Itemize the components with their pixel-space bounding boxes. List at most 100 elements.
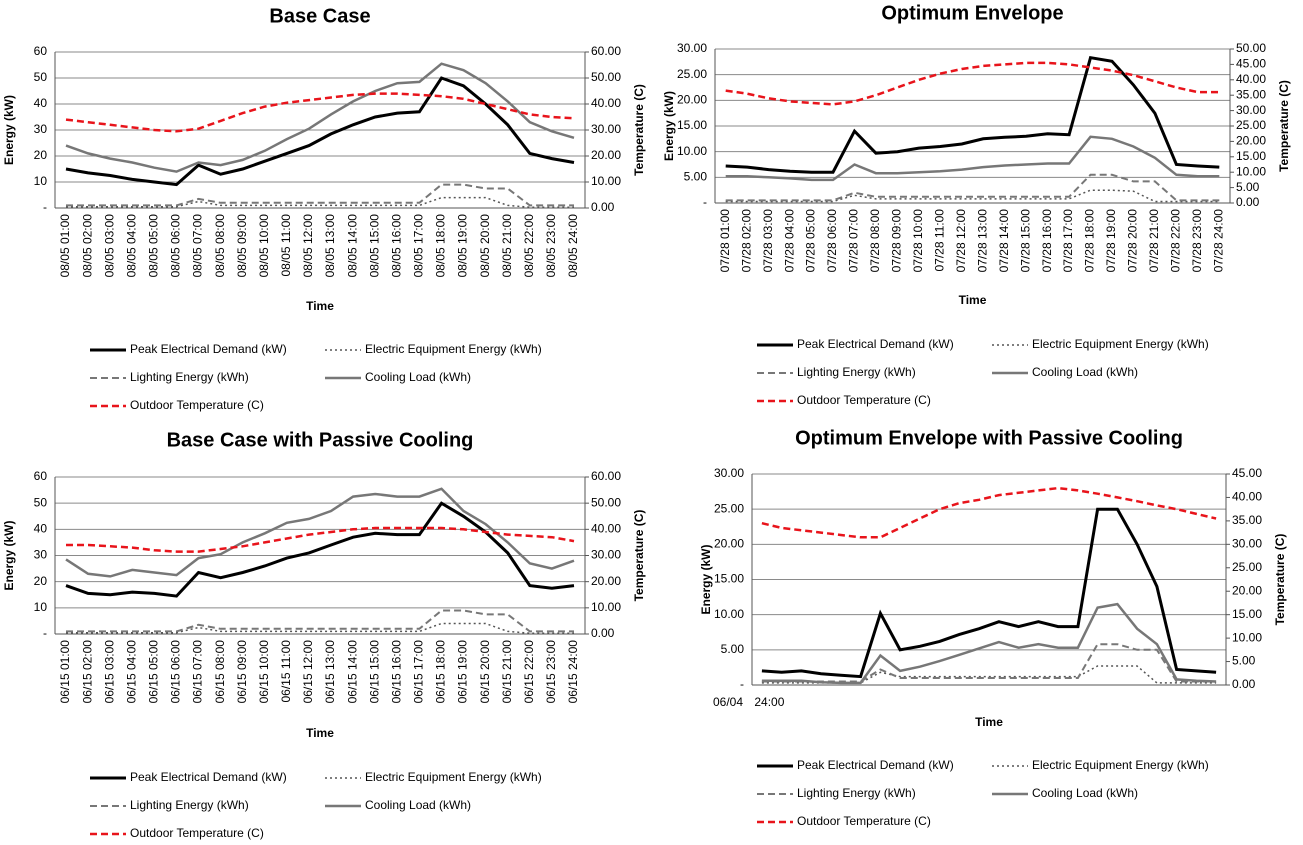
y-axis-title: Energy (kW) — [2, 95, 16, 165]
series-line — [725, 61, 1220, 106]
x-tick-label: 08/05 05:00 — [147, 214, 161, 278]
y2-tick-label: 0.00 — [1232, 677, 1256, 691]
x-tick-label: 08/05 08:00 — [213, 214, 227, 278]
x-tick-label: 08/05 14:00 — [345, 214, 359, 278]
x-tick-label: 07/28 03:00 — [761, 209, 775, 273]
x-tick-label: 07/28 04:00 — [782, 209, 796, 273]
y-tick-label: 40 — [34, 96, 48, 110]
y2-tick-label: 5.00 — [1236, 180, 1260, 194]
x-tick-label: 07/28 02:00 — [739, 209, 753, 273]
y2-tick-label: 20.00 — [1236, 134, 1266, 148]
x-tick-label: 06/15 03:00 — [102, 640, 116, 704]
y-tick-label: 15.00 — [677, 118, 707, 132]
x-tick-label: 08/05 23:00 — [544, 214, 558, 278]
y-tick-label: 20.00 — [714, 537, 744, 551]
y2-tick-label: 15.00 — [1232, 607, 1262, 621]
x-tick-label: 06/15 04:00 — [124, 640, 138, 704]
series-line — [66, 196, 574, 208]
x-tick-label: 07/28 20:00 — [1126, 209, 1140, 273]
x-tick-label: 07/28 16:00 — [1040, 209, 1054, 273]
series-line — [66, 609, 574, 633]
y-tick-label: 10.00 — [677, 144, 707, 158]
x-tick-label: 08/05 15:00 — [367, 214, 381, 278]
y-tick-label: 15.00 — [714, 572, 744, 586]
y-tick-label: - — [43, 626, 47, 640]
y-axis-title: Energy (kW) — [2, 520, 16, 590]
x-tick-label: 06/15 02:00 — [80, 640, 94, 704]
y2-tick-label: 10.00 — [1232, 630, 1262, 644]
y-tick-label: 30.00 — [677, 41, 707, 55]
legend-label: Outdoor Temperature (C) — [797, 393, 931, 407]
x-tick-label: 07/28 24:00 — [1211, 209, 1225, 273]
x-tick-label: 08/05 09:00 — [235, 214, 249, 278]
chart-title: Optimum Envelope with Passive Cooling — [795, 427, 1183, 449]
series-line — [65, 76, 575, 187]
y2-tick-label: 60.00 — [591, 44, 621, 58]
legend-label: Cooling Load (kWh) — [1032, 365, 1138, 379]
x-axis-title: Time — [975, 715, 1003, 729]
y2-tick-label: 20.00 — [591, 148, 621, 162]
y2-tick-label: 30.00 — [591, 122, 621, 136]
x-axis-title: Time — [959, 293, 987, 307]
x-tick-label: 07/28 10:00 — [911, 209, 925, 273]
x-tick-label: 06/15 18:00 — [434, 640, 448, 704]
series-line — [65, 62, 575, 173]
y2-tick-label: 10.00 — [591, 174, 621, 188]
x-tick-label: 07/28 11:00 — [932, 209, 946, 272]
x-tick-label: 08/05 02:00 — [80, 214, 94, 278]
x-tick-label: 08/05 18:00 — [434, 214, 448, 278]
x-tick-label: 08/05 19:00 — [456, 214, 470, 278]
y-tick-label: 60 — [34, 469, 48, 483]
x-tick-label: 06/15 17:00 — [412, 640, 426, 704]
x-tick-label: 06/15 08:00 — [213, 640, 227, 704]
legend-label: Cooling Load (kWh) — [365, 370, 471, 384]
x-tick-label: 06/15 10:00 — [257, 640, 271, 704]
y-tick-label: 60 — [34, 44, 48, 58]
legend-label: Electric Equipment Energy (kWh) — [365, 770, 542, 784]
series-line — [66, 622, 574, 634]
series-line — [66, 183, 574, 207]
chart-title: Base Case — [269, 5, 370, 27]
y2-axis-title: Temperature (C) — [632, 84, 646, 176]
y2-tick-label: 30.00 — [1236, 103, 1266, 117]
x-tick-label: 07/28 15:00 — [1018, 209, 1032, 273]
legend-label: Lighting Energy (kWh) — [797, 786, 916, 800]
y2-tick-label: 35.00 — [1236, 87, 1266, 101]
x-tick-label: 08/05 07:00 — [191, 214, 205, 278]
y-tick-label: 5.00 — [721, 642, 745, 656]
legend-label: Peak Electrical Demand (kW) — [130, 770, 287, 784]
x-tick-label: 08/05 04:00 — [124, 214, 138, 278]
y2-tick-label: 0.00 — [591, 626, 615, 640]
series-line — [761, 602, 1217, 685]
y2-tick-label: 35.00 — [1232, 513, 1262, 527]
y-tick-label: 40 — [34, 522, 48, 536]
y2-axis-title: Temperature (C) — [1277, 80, 1291, 172]
y2-tick-label: 45.00 — [1236, 57, 1266, 71]
legend-label: Cooling Load (kWh) — [365, 798, 471, 812]
x-tick-label: 06/15 12:00 — [301, 640, 315, 704]
legend-label: Lighting Energy (kWh) — [797, 365, 916, 379]
y2-tick-label: 40.00 — [591, 522, 621, 536]
x-tick-label: 07/28 05:00 — [804, 209, 818, 273]
y-tick-label: 50 — [34, 495, 48, 509]
x-axis-title: Time — [306, 299, 334, 313]
x-tick-label: 07/28 17:00 — [1061, 209, 1075, 273]
x-tick-label: 08/05 17:00 — [412, 214, 426, 278]
y2-tick-label: 10.00 — [591, 600, 621, 614]
series-line — [66, 526, 575, 553]
y-tick-label: 20 — [34, 148, 48, 162]
x-tick-label: 06/15 19:00 — [456, 640, 470, 704]
y-tick-label: 10 — [34, 600, 48, 614]
x-tick-label: 08/05 16:00 — [389, 214, 403, 278]
x-tick-label: 08/05 12:00 — [301, 214, 315, 278]
series-line — [725, 135, 1220, 182]
x-tick-label: 07/28 09:00 — [890, 209, 904, 273]
y-tick-label: 5.00 — [684, 170, 708, 184]
x-tick-label: 08/05 03:00 — [102, 214, 116, 278]
x-tick-label: 06/15 23:00 — [544, 640, 558, 704]
y-tick-label: 50 — [34, 70, 48, 84]
y2-tick-label: 50.00 — [591, 495, 621, 509]
x-tick-label: 06/15 01:00 — [58, 640, 72, 704]
x-tick-label: 06/04 24:00 — [713, 695, 785, 709]
